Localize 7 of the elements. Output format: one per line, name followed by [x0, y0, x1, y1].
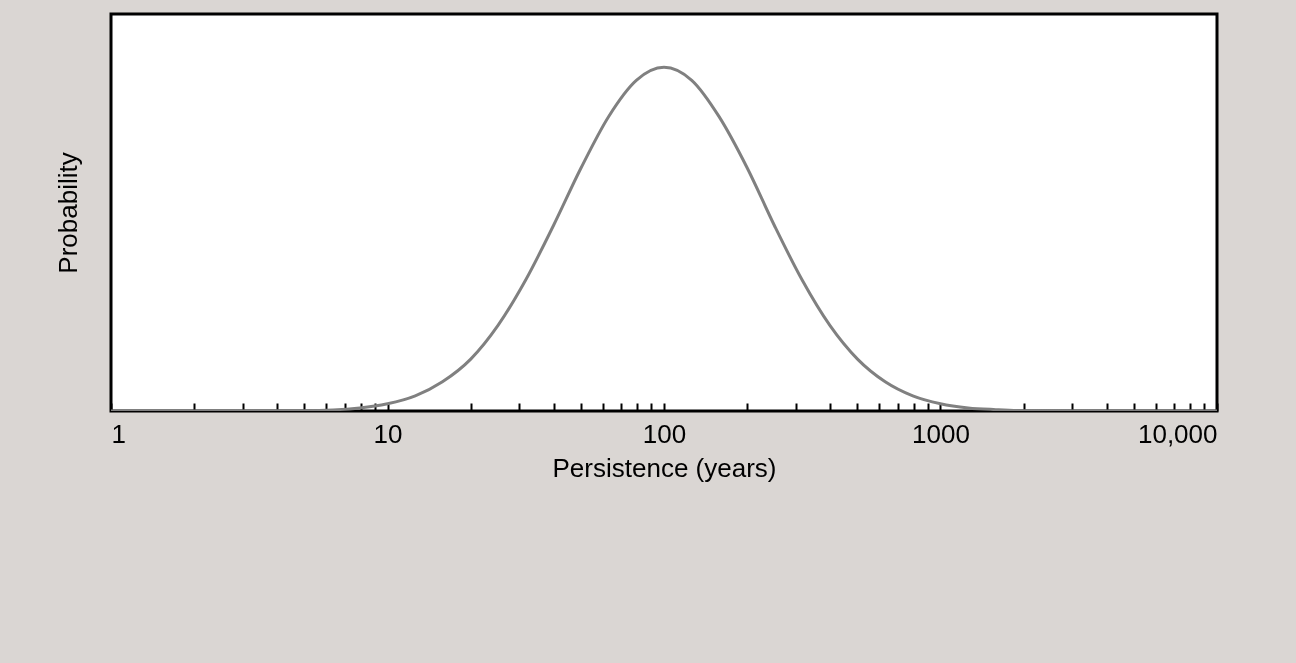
x-tick-label: 10,000	[1137, 418, 1218, 449]
x-tick-label: 10	[373, 418, 403, 449]
x-axis-title: Persistence (years)	[552, 452, 777, 483]
y-axis-title: Probability	[52, 152, 83, 274]
x-tick-label: 100	[642, 418, 687, 449]
x-tick-label: 1	[111, 418, 126, 449]
x-tick-label: 1000	[912, 418, 970, 449]
